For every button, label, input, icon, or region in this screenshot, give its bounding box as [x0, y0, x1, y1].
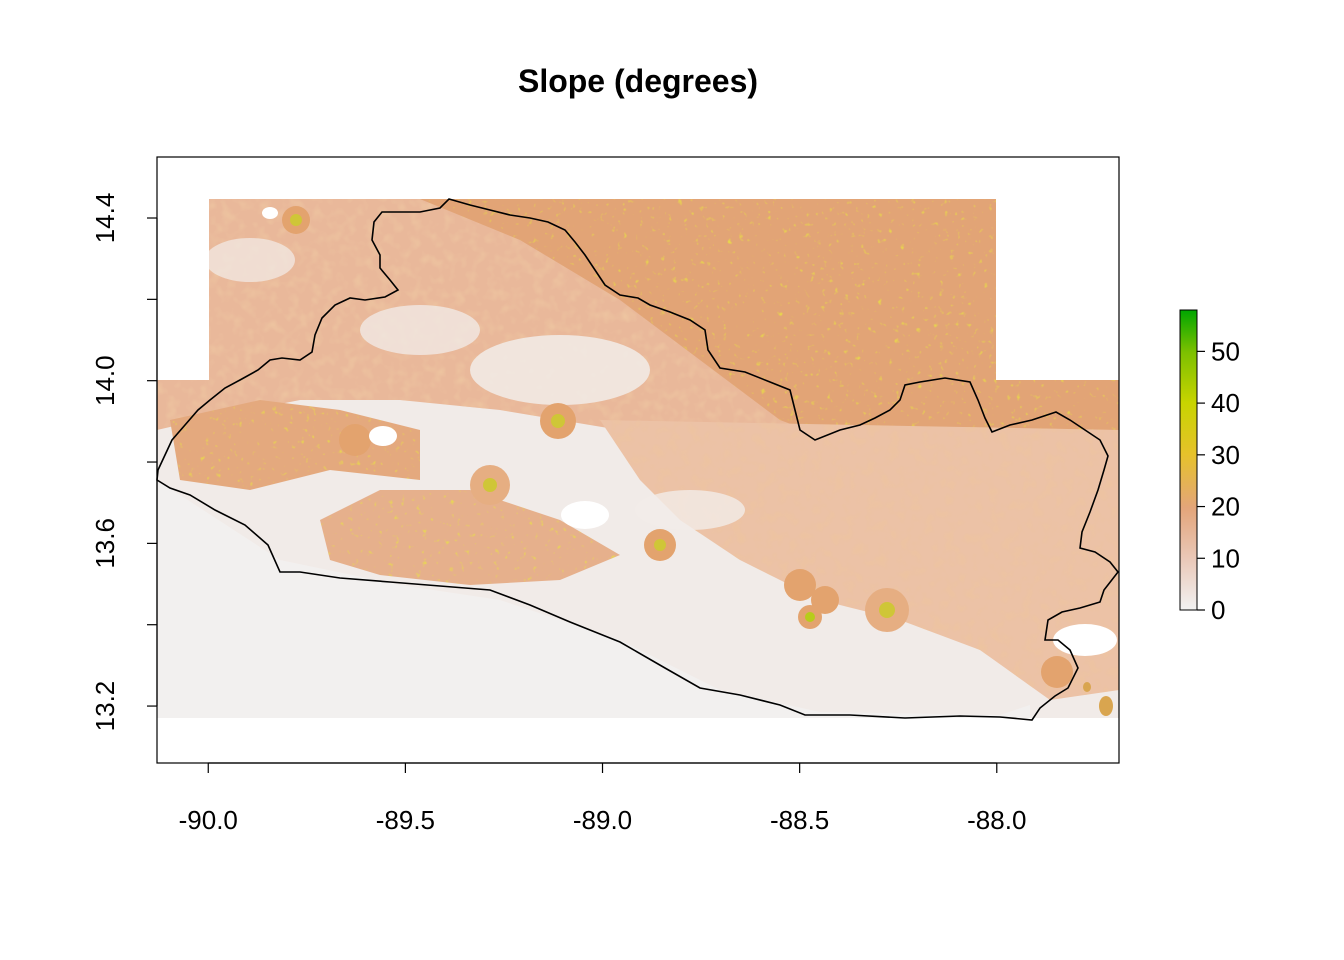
x-tick-label: -90.0 [179, 805, 238, 835]
legend-tick-label: 30 [1211, 440, 1240, 470]
x-axis: -90.0 -89.5 -89.0 -88.5 -88.0 [179, 762, 1026, 835]
y-tick-label: 13.2 [90, 681, 120, 732]
legend-tick-label: 0 [1211, 595, 1225, 625]
legend-ticks: 0 10 20 30 40 50 [1197, 336, 1240, 625]
legend-tick-label: 40 [1211, 388, 1240, 418]
legend-tick-label: 20 [1211, 492, 1240, 522]
legend-colorbar [1179, 309, 1198, 611]
country-border [156, 198, 1120, 721]
x-tick-label: -89.5 [376, 805, 435, 835]
legend-tick-label: 50 [1211, 336, 1240, 366]
legend-tick-label: 10 [1211, 543, 1240, 573]
y-tick-label: 13.6 [90, 518, 120, 569]
slope-raster [157, 199, 1119, 718]
y-tick-label: 14.0 [90, 355, 120, 406]
x-tick-label: -89.0 [573, 805, 632, 835]
x-tick-label: -88.0 [967, 805, 1026, 835]
y-axis: 13.2 13.6 14.0 14.4 [90, 193, 158, 732]
x-tick-label: -88.5 [770, 805, 829, 835]
y-tick-label: 14.4 [90, 193, 120, 244]
map-title: Slope (degrees) [518, 63, 758, 99]
color-legend: 0 10 20 30 40 50 [1179, 309, 1240, 625]
